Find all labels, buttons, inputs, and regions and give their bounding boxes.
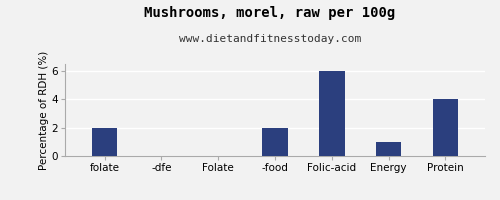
Bar (319, 71, 344, 156)
Bar (376, 142, 402, 156)
Bar (432, 99, 458, 156)
Bar (92, 128, 118, 156)
Text: Mushrooms, morel, raw per 100g: Mushrooms, morel, raw per 100g (144, 6, 396, 20)
Bar (262, 128, 288, 156)
Text: www.dietandfitnesstoday.com: www.dietandfitnesstoday.com (179, 34, 361, 44)
Y-axis label: Percentage of RDH (%): Percentage of RDH (%) (38, 50, 48, 170)
